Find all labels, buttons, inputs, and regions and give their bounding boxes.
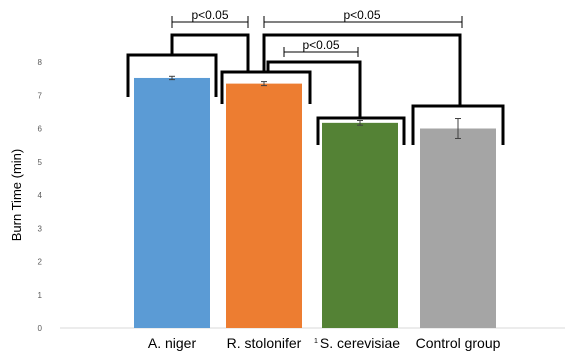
y-tick-label: 1 (38, 291, 43, 300)
y-tick-label: 3 (38, 224, 43, 233)
bar-bracket (220, 70, 312, 104)
y-tick-label: 7 (38, 91, 43, 100)
category-label: Control group (416, 335, 501, 351)
significance-brackets: p<0.05 p<0.05 p<0.05 (126, 8, 505, 145)
connector-a-r (170, 33, 250, 72)
p-value-label: p<0.05 (343, 8, 380, 22)
significance-annotation: p<0.05 (171, 8, 249, 28)
y-tick-label: 8 (38, 58, 43, 67)
category-label: R. stolonifer (227, 335, 302, 351)
error-bar (169, 75, 175, 81)
category-label: A. niger (148, 335, 197, 351)
y-tick-label: 0 (38, 324, 43, 333)
error-bar (261, 81, 267, 87)
y-tick-label: 6 (38, 125, 43, 134)
error-bars (169, 75, 461, 139)
bar (420, 128, 496, 328)
y-tick-label: 2 (38, 258, 43, 267)
p-value-label: p<0.05 (302, 38, 339, 52)
category-labels: A. niger R. stolonifer S. cerevisiae Contro… (148, 335, 501, 351)
y-tick-label: 4 (38, 191, 43, 200)
bar-bracket (411, 104, 505, 145)
significance-annotation: p<0.05 (283, 38, 359, 57)
bar (134, 77, 210, 329)
connector-r-control (262, 33, 462, 106)
bars (134, 77, 496, 329)
bar (226, 83, 302, 328)
y-tick-label: 5 (38, 158, 43, 167)
y-axis-label: Burn Time (min) (9, 149, 24, 241)
bar (322, 122, 398, 328)
y-tick-labels: 0 1 2 3 4 5 6 7 8 (38, 58, 43, 333)
stray-mark: 1 (314, 338, 318, 345)
p-value-label: p<0.05 (191, 8, 228, 22)
significance-annotation: p<0.05 (263, 8, 463, 28)
category-label: S. cerevisiae (320, 335, 400, 351)
error-bar (455, 118, 461, 139)
error-bar (357, 120, 363, 126)
connector-r-s (266, 60, 362, 118)
